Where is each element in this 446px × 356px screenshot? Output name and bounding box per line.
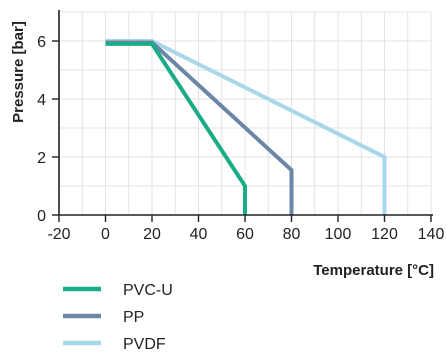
x-tick-label: 20 (143, 226, 161, 243)
legend-label: PVC-U (123, 282, 173, 299)
legend: PVC-U PP PVDF (63, 282, 173, 353)
x-tick-label: 100 (325, 226, 352, 243)
y-tick-label: 6 (37, 34, 46, 51)
legend-label: PP (123, 309, 144, 326)
series-lines (105, 39, 387, 215)
y-tick-label: 4 (37, 92, 46, 109)
x-tick-label: 40 (190, 226, 208, 243)
x-tick-label: 60 (236, 226, 254, 243)
y-tick-label: 2 (37, 150, 46, 167)
x-tick-label: -20 (47, 226, 70, 243)
y-tick-label: 0 (37, 208, 46, 225)
legend-label: PVDF (123, 336, 166, 353)
x-tick-label: 0 (101, 226, 110, 243)
x-tick-label: 80 (283, 226, 301, 243)
series-line-pvc-u (105, 41, 247, 215)
y-axis-title: Pressure [bar] (10, 21, 27, 123)
x-tick-label: 140 (418, 226, 445, 243)
x-axis-title: Temperature [°C] (313, 262, 434, 279)
axes (58, 10, 433, 216)
x-tick-label: 120 (371, 226, 398, 243)
